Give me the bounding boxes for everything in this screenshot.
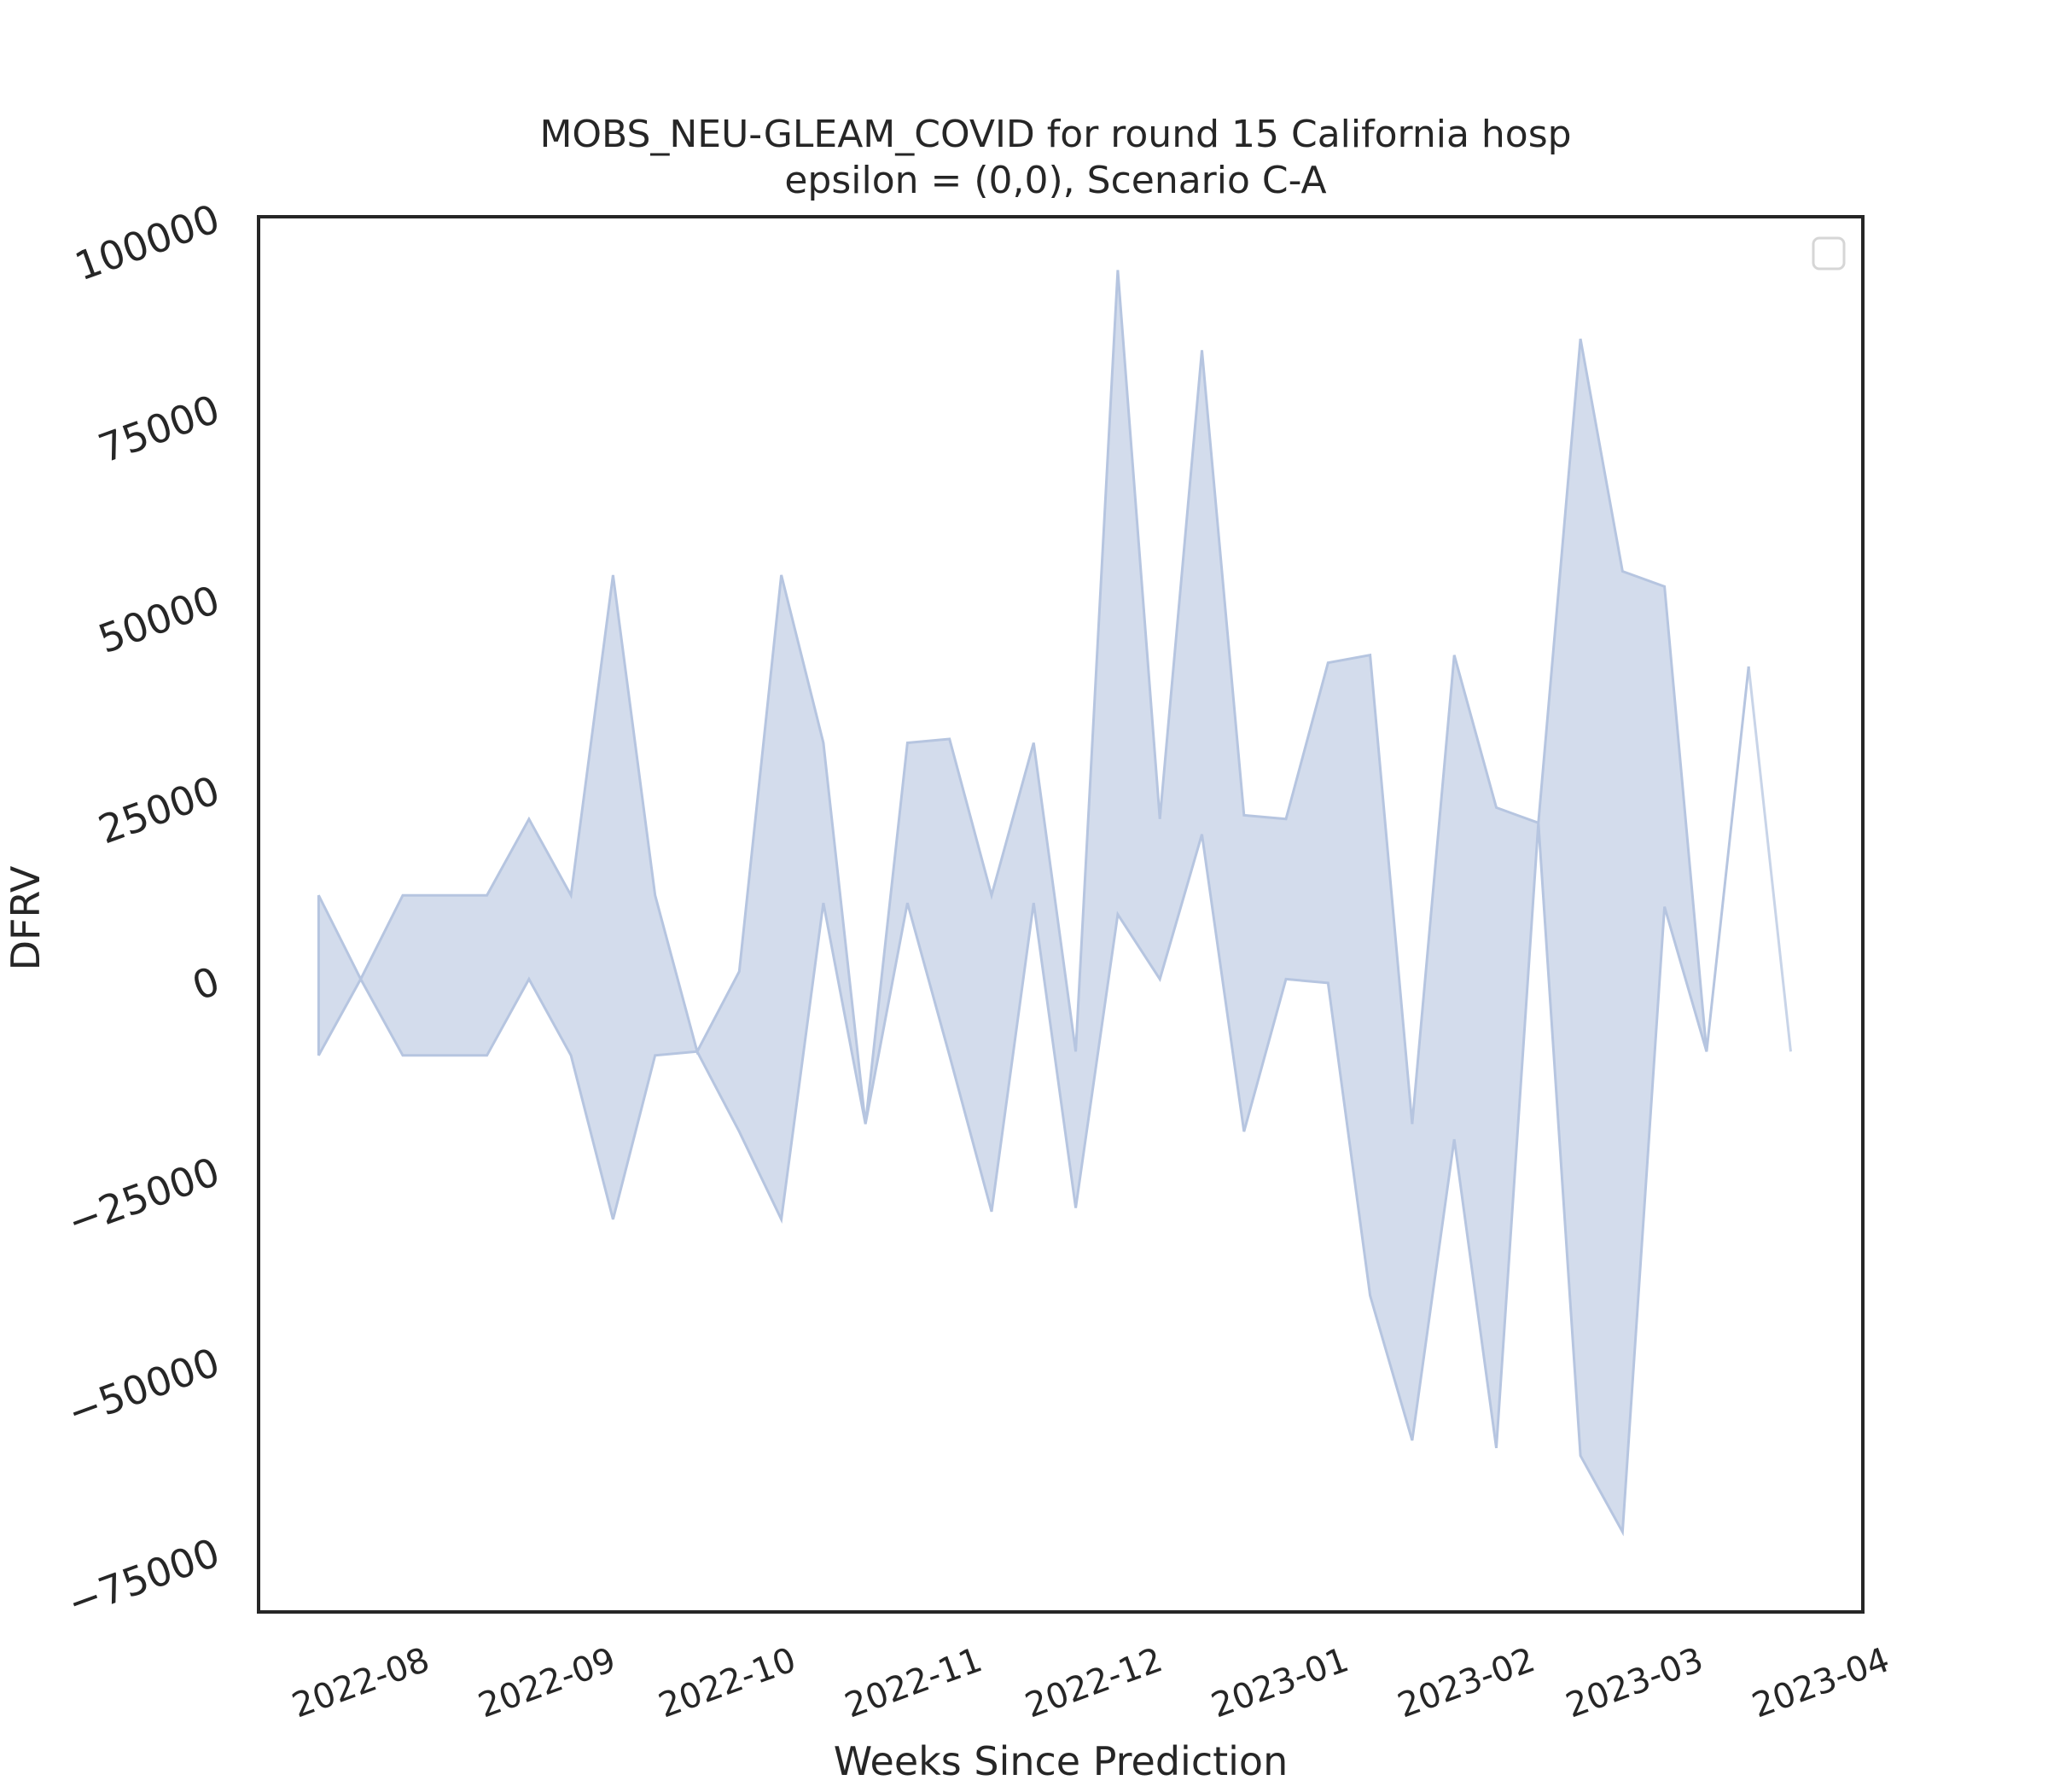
x-tick-label: 2022-12: [1021, 1640, 1168, 1725]
plot-area: [317, 270, 1792, 1537]
y-tick-label: −25000: [61, 1148, 225, 1245]
chart-title: MOBS_NEU-GLEAM_COVID for round 15 Califo…: [539, 113, 1571, 202]
y-tick-label: 100000: [69, 195, 225, 290]
chart-subtitle-line: epsilon = (0,0), Scenario C-A: [784, 159, 1326, 202]
x-tick-label: 2022-10: [654, 1640, 801, 1725]
x-tick-label: 2023-03: [1561, 1640, 1708, 1725]
x-tick-label: 2023-02: [1393, 1640, 1540, 1725]
x-tick-label: 2022-11: [840, 1640, 987, 1725]
legend-box: [1812, 236, 1846, 271]
y-tick-label: 50000: [92, 576, 225, 662]
x-axis-ticks: 2022-08 2022-09 2022-10 2022-11 2022-12 2023-…: [287, 1640, 1894, 1725]
y-axis-label: DFRV: [3, 865, 49, 970]
plot-frame: [257, 215, 1865, 1614]
x-tick-label: 2023-04: [1747, 1640, 1894, 1725]
y-tick-label: 25000: [92, 767, 225, 853]
x-tick-label: 2022-08: [287, 1640, 434, 1725]
x-tick-label: 2023-01: [1207, 1640, 1354, 1725]
y-tick-label: −50000: [61, 1339, 225, 1436]
y-tick-label: 75000: [92, 386, 225, 472]
y-tick-label: −75000: [61, 1529, 225, 1626]
interval-band: [317, 270, 1750, 1537]
chart-title-line: MOBS_NEU-GLEAM_COVID for round 15 Califo…: [539, 113, 1571, 156]
x-tick-label: 2022-09: [474, 1640, 621, 1725]
y-tick-label: 0: [186, 957, 225, 1009]
y-axis-ticks: 100000 75000 50000 25000 0 −25000 −50000 −75000: [61, 195, 225, 1626]
interval-tail-line: [1747, 666, 1792, 1052]
x-axis-label: Weeks Since Prediction: [834, 1738, 1288, 1784]
